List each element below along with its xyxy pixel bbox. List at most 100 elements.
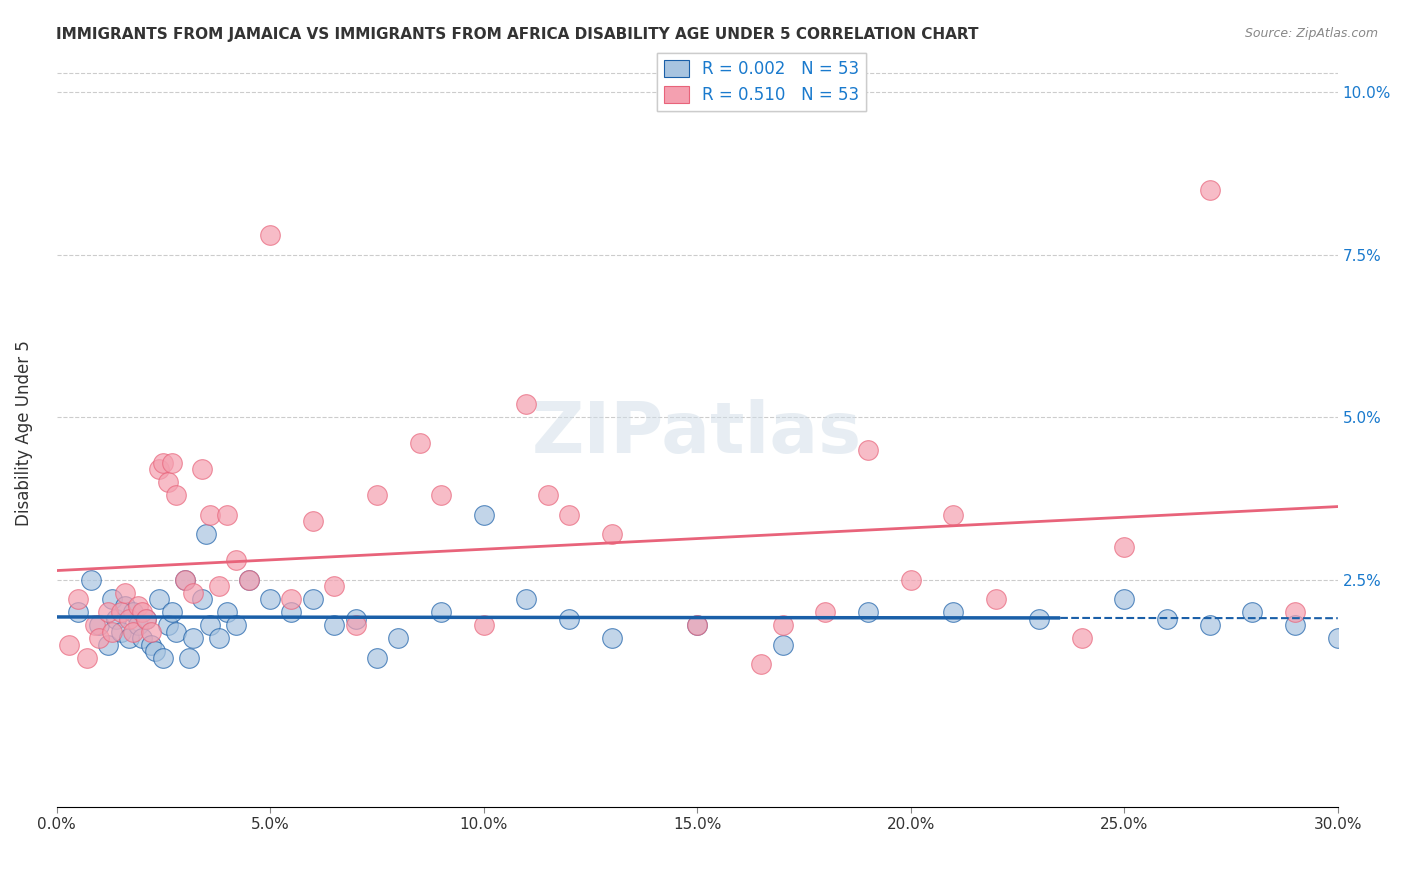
Point	[173, 573, 195, 587]
Point	[66, 605, 89, 619]
Point	[515, 397, 537, 411]
Point	[1114, 592, 1136, 607]
Point	[177, 650, 200, 665]
Point	[366, 488, 388, 502]
Legend: R = 0.002   N = 53, R = 0.510   N = 53: R = 0.002 N = 53, R = 0.510 N = 53	[657, 53, 866, 111]
Point	[110, 624, 132, 639]
Point	[856, 442, 879, 457]
Text: ZIPatlas: ZIPatlas	[531, 399, 862, 467]
Point	[127, 599, 149, 613]
Point	[942, 605, 965, 619]
Point	[430, 605, 453, 619]
Point	[302, 592, 325, 607]
Point	[122, 605, 145, 619]
Point	[1284, 605, 1306, 619]
Point	[472, 508, 495, 522]
Point	[1028, 611, 1050, 625]
Point	[152, 650, 174, 665]
Point	[558, 508, 581, 522]
Point	[302, 514, 325, 528]
Point	[118, 611, 141, 625]
Point	[89, 618, 111, 632]
Point	[165, 624, 187, 639]
Point	[344, 611, 367, 625]
Point	[191, 462, 214, 476]
Point	[323, 618, 346, 632]
Point	[984, 592, 1007, 607]
Point	[1198, 618, 1220, 632]
Point	[114, 599, 136, 613]
Point	[772, 618, 794, 632]
Point	[122, 624, 145, 639]
Point	[160, 456, 183, 470]
Point	[749, 657, 772, 671]
Point	[280, 592, 302, 607]
Point	[942, 508, 965, 522]
Point	[408, 436, 430, 450]
Point	[131, 631, 153, 645]
Point	[208, 579, 231, 593]
Point	[84, 618, 107, 632]
Point	[156, 618, 179, 632]
Point	[148, 592, 170, 607]
Point	[105, 611, 128, 625]
Point	[131, 605, 153, 619]
Point	[173, 573, 195, 587]
Point	[537, 488, 560, 502]
Point	[89, 631, 111, 645]
Point	[430, 488, 453, 502]
Point	[217, 605, 239, 619]
Point	[1241, 605, 1264, 619]
Point	[58, 638, 80, 652]
Point	[217, 508, 239, 522]
Point	[900, 573, 922, 587]
Point	[143, 644, 166, 658]
Point	[80, 573, 103, 587]
Point	[76, 650, 98, 665]
Point	[114, 585, 136, 599]
Point	[200, 508, 222, 522]
Point	[110, 605, 132, 619]
Point	[181, 631, 204, 645]
Point	[1114, 540, 1136, 554]
Point	[225, 553, 247, 567]
Y-axis label: Disability Age Under 5: Disability Age Under 5	[15, 341, 32, 526]
Point	[118, 631, 141, 645]
Point	[814, 605, 837, 619]
Point	[97, 605, 120, 619]
Point	[97, 638, 120, 652]
Point	[1284, 618, 1306, 632]
Point	[280, 605, 302, 619]
Point	[856, 605, 879, 619]
Point	[366, 650, 388, 665]
Point	[1156, 611, 1178, 625]
Point	[472, 618, 495, 632]
Text: Source: ZipAtlas.com: Source: ZipAtlas.com	[1244, 27, 1378, 40]
Point	[101, 624, 124, 639]
Point	[191, 592, 214, 607]
Point	[200, 618, 222, 632]
Point	[152, 456, 174, 470]
Point	[135, 611, 157, 625]
Point	[135, 611, 157, 625]
Point	[515, 592, 537, 607]
Point	[558, 611, 581, 625]
Point	[1326, 631, 1348, 645]
Point	[208, 631, 231, 645]
Point	[600, 527, 623, 541]
Point	[259, 592, 281, 607]
Text: IMMIGRANTS FROM JAMAICA VS IMMIGRANTS FROM AFRICA DISABILITY AGE UNDER 5 CORRELA: IMMIGRANTS FROM JAMAICA VS IMMIGRANTS FR…	[56, 27, 979, 42]
Point	[686, 618, 709, 632]
Point	[139, 638, 162, 652]
Point	[259, 228, 281, 243]
Point	[139, 624, 162, 639]
Point	[323, 579, 346, 593]
Point	[148, 462, 170, 476]
Point	[160, 605, 183, 619]
Point	[165, 488, 187, 502]
Point	[181, 585, 204, 599]
Point	[238, 573, 260, 587]
Point	[195, 527, 218, 541]
Point	[686, 618, 709, 632]
Point	[156, 475, 179, 489]
